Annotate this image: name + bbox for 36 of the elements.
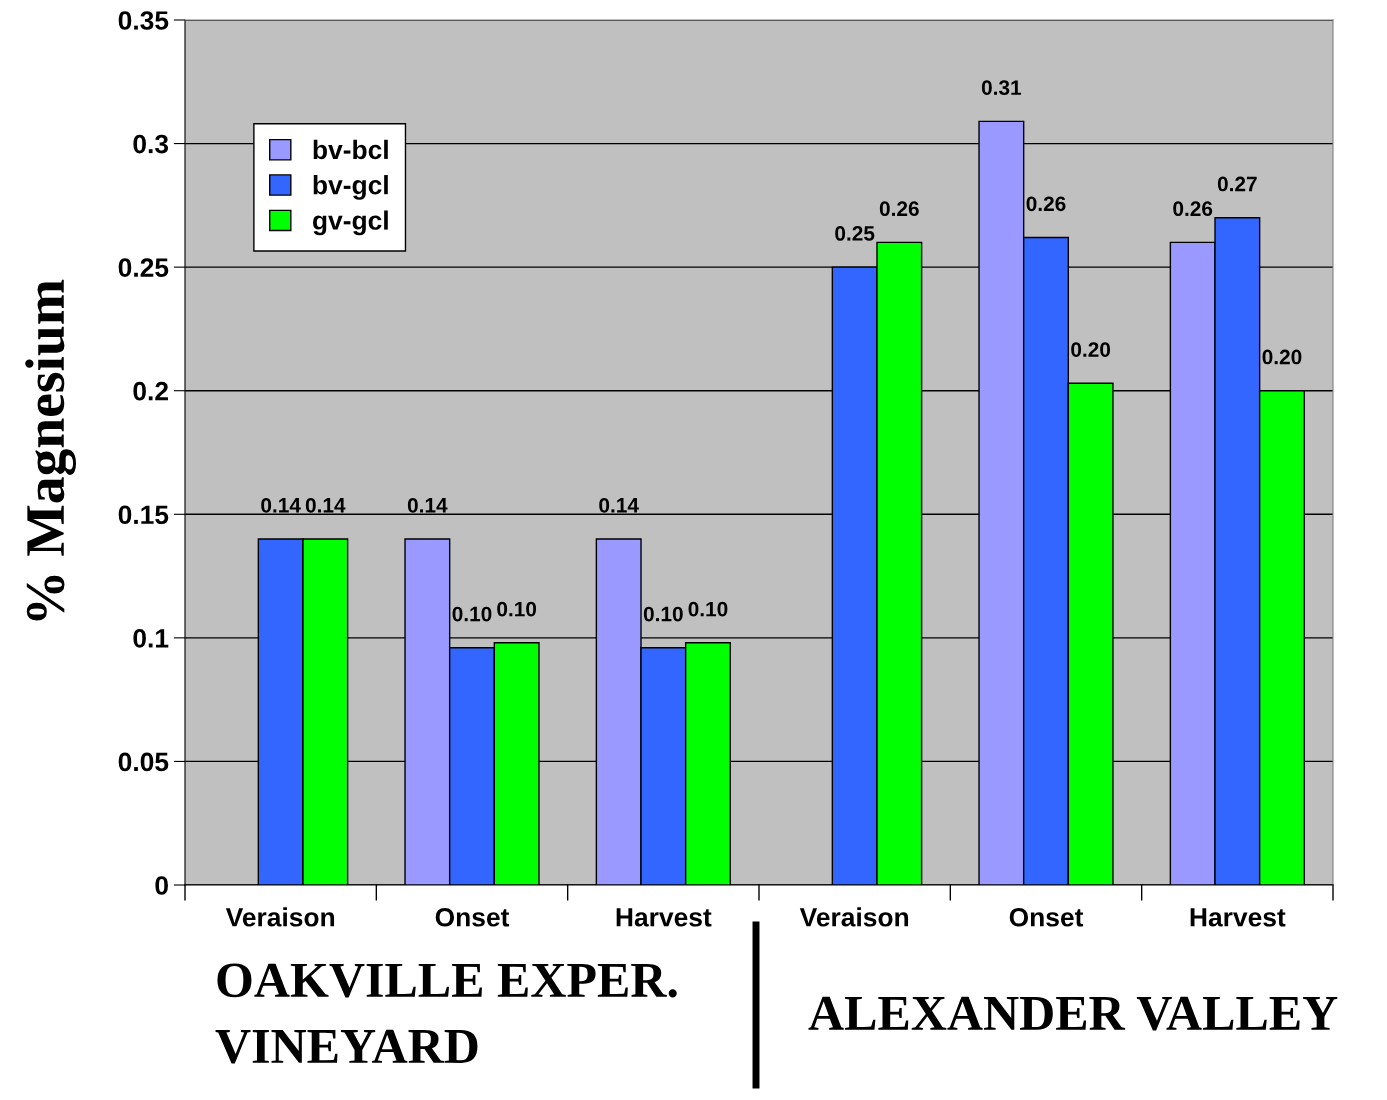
legend-label: bv-gcl [313, 175, 388, 200]
data-label: 0.20 [1071, 342, 1111, 357]
y-tick-label: 0.15 [118, 505, 169, 525]
data-label: 0.10 [643, 606, 683, 622]
data-label: 0.26 [1026, 196, 1066, 212]
text: ALEXANDER VALLEY [808, 996, 1338, 1031]
text: OAKVILLE EXPER. VINEYARD [215, 963, 677, 1064]
legend-label: gv-gcl [313, 210, 388, 236]
data-label: 0.10 [688, 601, 728, 617]
data-label: 0.31 [981, 80, 1022, 96]
y-tick-label: 0.05 [118, 752, 169, 772]
legend-label: bv-bcl [313, 139, 388, 160]
data-label: 0.26 [879, 201, 919, 217]
data-label: 0.10 [452, 606, 492, 622]
x-tick-label: Onset [1009, 907, 1084, 927]
data-label: 0.27 [1217, 176, 1257, 192]
data-label: 0.14 [599, 497, 639, 513]
x-tick-label: Onset [435, 907, 510, 927]
y-axis-title: % Magnesium [25, 279, 77, 621]
data-label: 0.20 [1262, 349, 1302, 365]
y-tick-label: 0.1 [133, 628, 169, 648]
data-label: 0.14 [261, 497, 301, 513]
data-label: 0.14 [305, 497, 346, 513]
y-tick-label: 0.25 [118, 258, 169, 277]
x-tick-label: Harvest [616, 908, 712, 927]
x-tick-label: Veraison [225, 907, 335, 927]
x-tick-label: Veraison [799, 907, 909, 927]
data-label: 0.10 [497, 601, 537, 617]
data-label: 0.14 [407, 497, 448, 513]
x-tick-label: Harvest [1190, 908, 1286, 927]
y-tick-label: 0 [155, 876, 168, 895]
data-label: 0.25 [835, 226, 875, 241]
y-tick-label: 0.35 [118, 11, 169, 30]
y-tick-label: 0.3 [133, 134, 169, 154]
data-label: 0.26 [1173, 201, 1213, 217]
y-tick-label: 0.2 [133, 381, 168, 401]
